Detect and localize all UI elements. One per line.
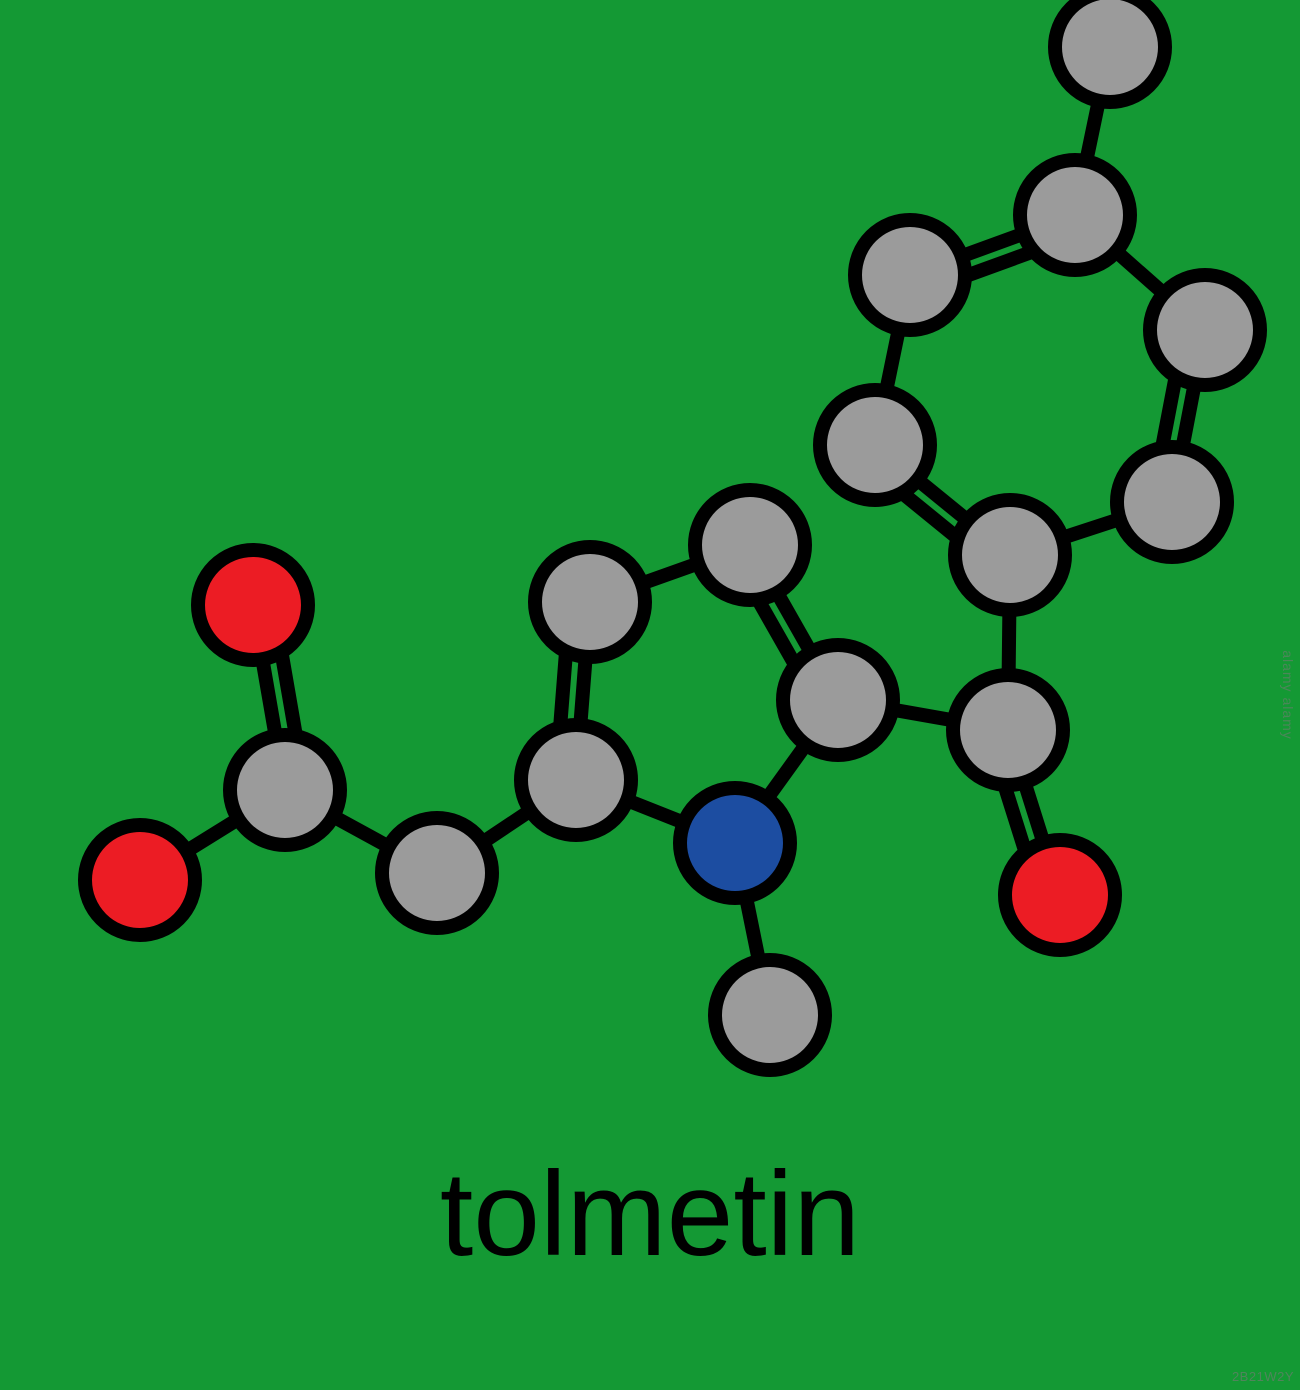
molecule-svg: tolmetin [0,0,1300,1390]
atom-C6 [783,645,893,755]
atom-C4 [535,547,645,657]
watermark-corner: 2B21W2Y [1232,1369,1294,1384]
atom-C12 [1020,160,1130,270]
atom-N1 [680,788,790,898]
molecule-label: tolmetin [440,1147,860,1281]
atom-O1 [85,825,195,935]
atom-C1 [230,735,340,845]
atom-C14 [1117,447,1227,557]
atom-C11 [855,220,965,330]
atom-C3 [521,725,631,835]
figure-container: tolmetin alamy alamy 2B21W2Y [0,0,1300,1390]
watermark-side: alamy alamy [1280,650,1296,740]
atom-C2 [382,818,492,928]
atom-C15 [1055,0,1165,102]
atom-C8 [953,675,1063,785]
atom-C9 [955,500,1065,610]
atom-C13 [1150,275,1260,385]
atom-C7 [715,960,825,1070]
atom-C5 [695,490,805,600]
atom-C10 [820,390,930,500]
atom-O3 [1005,840,1115,950]
atom-O2 [198,550,308,660]
